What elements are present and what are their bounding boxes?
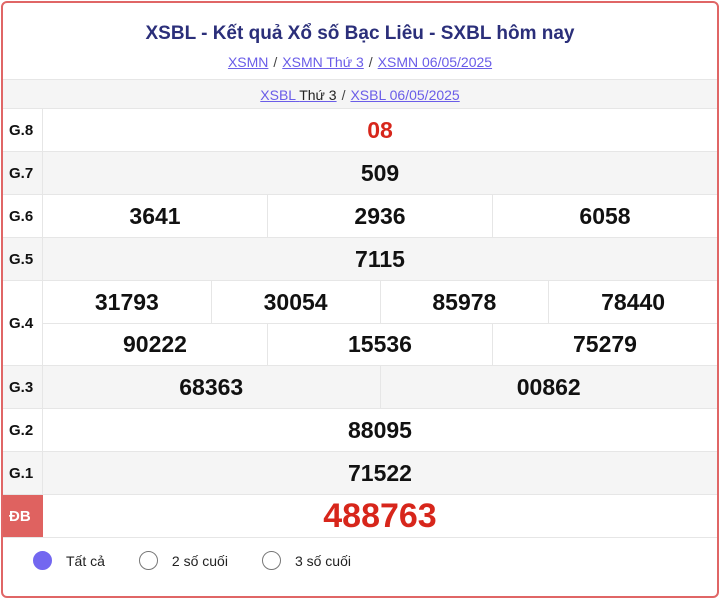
- radio-button[interactable]: [33, 551, 52, 570]
- prize-number: 00862: [379, 366, 718, 408]
- prize-number: 71522: [348, 459, 412, 486]
- prize-number: 15536: [267, 324, 492, 365]
- link-text: Thứ 3: [299, 87, 337, 103]
- breadcrumb: XSMN / XSMN Thứ 3/XSMN 06/05/2025: [3, 54, 717, 70]
- filter-label: 3 số cuối: [294, 552, 351, 569]
- sub-nav: XSBL Thứ 3/XSBL 06/05/2025: [3, 79, 717, 109]
- filter-option[interactable]: 2 số cuối: [138, 551, 228, 570]
- prize-number: 6058: [492, 195, 717, 237]
- prize-number: 7115: [355, 245, 405, 272]
- prize-row: G.7 509: [3, 152, 717, 195]
- prize-number: 2936: [267, 195, 492, 237]
- prize-number: 78440: [548, 281, 717, 323]
- breadcrumb-xsmn-date[interactable]: XSMN 06/05/2025: [377, 54, 493, 70]
- radio-button[interactable]: [138, 551, 158, 570]
- prize-row: ĐB 488763: [3, 495, 717, 538]
- prize-label: ĐB: [3, 495, 43, 537]
- prize-row: G.6 3641 2936 6058: [3, 195, 717, 238]
- prize-row: G.8 08: [3, 109, 717, 152]
- separator: /: [368, 54, 373, 70]
- prize-row: G.3 68363 00862: [3, 366, 717, 409]
- prize-label: G.2: [3, 409, 43, 451]
- prize-row: G.5 7115: [3, 238, 717, 281]
- prize-number: 509: [360, 159, 400, 186]
- prize-number: 30054: [210, 281, 380, 323]
- filter-option[interactable]: 3 số cuối: [261, 551, 351, 570]
- filter-option[interactable]: Tất cả: [33, 551, 105, 570]
- prize-label: G.5: [3, 238, 43, 280]
- prize-number: 85978: [379, 281, 549, 323]
- results-table: G.8 08 G.7 509 G.6 3641 2936 6058 G.5 7115 G.4 3179…: [3, 109, 717, 538]
- separator: /: [341, 87, 346, 103]
- page-title: XSBL - Kết quả Xổ số Bạc Liêu - SXBL hôm…: [145, 23, 575, 44]
- radio-button[interactable]: [261, 551, 281, 570]
- prize-row: G.4 31793 30054 85978 78440 90222 15536 75279: [3, 281, 717, 366]
- prize-number: 08: [367, 116, 393, 143]
- prize-number: 488763: [323, 496, 437, 535]
- prize-number: 3641: [129, 202, 181, 229]
- prize-number: 88095: [348, 416, 412, 443]
- prize-number: 75279: [492, 324, 717, 365]
- breadcrumb-xsmn-thu3[interactable]: XSMN Thứ 3: [282, 54, 364, 70]
- filter-label: 2 số cuối: [171, 552, 228, 569]
- xsbl-thu3-link[interactable]: XSBL Thứ 3: [260, 87, 336, 103]
- prize-label: G.8: [3, 109, 43, 151]
- prize-number: 90222: [123, 331, 187, 357]
- digit-filter: Tất cả 2 số cuối 3 số cuối: [33, 551, 385, 570]
- prize-label: G.1: [3, 452, 43, 494]
- prize-number: 68363: [179, 373, 244, 400]
- separator: /: [273, 54, 278, 70]
- prize-label: G.6: [3, 195, 43, 237]
- prize-number: 31793: [94, 288, 159, 315]
- breadcrumb-xsmn[interactable]: XSMN: [227, 54, 269, 70]
- prize-label: G.3: [3, 366, 43, 408]
- filter-label: Tất cả: [66, 552, 105, 569]
- link-text: XSBL: [260, 87, 296, 103]
- prize-label: G.4: [3, 281, 43, 365]
- prize-row: G.1 71522: [3, 452, 717, 495]
- prize-row: G.2 88095: [3, 409, 717, 452]
- xsbl-date-link[interactable]: XSBL 06/05/2025: [350, 87, 460, 103]
- prize-label: G.7: [3, 152, 43, 194]
